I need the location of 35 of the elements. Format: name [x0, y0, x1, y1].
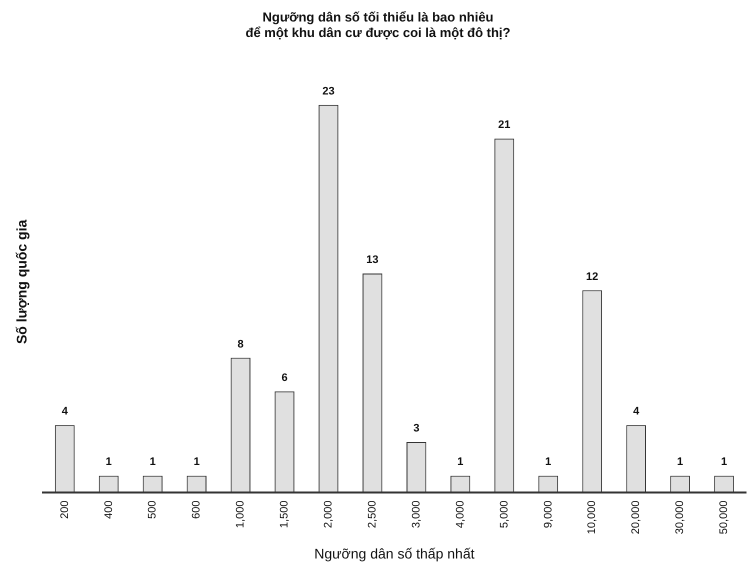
x-tick-label: 400: [102, 500, 115, 519]
data-label: 3: [413, 422, 420, 435]
x-tick-label: 4,000: [454, 500, 466, 528]
data-label: 1: [457, 456, 464, 468]
data-label: 1: [150, 456, 156, 468]
x-tick-label: 2,000: [322, 500, 335, 528]
y-axis-title: Số lượng quốc gia: [13, 220, 30, 344]
data-label: 1: [545, 456, 552, 468]
x-tick-label: 50,000: [718, 500, 730, 534]
x-tick-label: 1,500: [278, 500, 291, 528]
x-tick-label: 500: [146, 500, 159, 519]
x-tick-label: 1,000: [234, 500, 247, 528]
data-label: 1: [106, 456, 112, 468]
chart-title: Ngưỡng dân số tối thiểu là bao nhiêu để một khu dân cư được coi là một đô thị?: [246, 9, 511, 40]
data-label: 4: [633, 406, 640, 418]
x-tick-label: 200: [58, 500, 71, 519]
data-label: 1: [720, 456, 728, 468]
data-label: 8: [238, 338, 244, 350]
x-tick-label: 5,000: [498, 500, 510, 528]
x-tick-label: 30,000: [674, 500, 686, 534]
x-tick-label: 20,000: [630, 500, 642, 534]
data-label: 23: [322, 85, 335, 98]
x-tick-label: 2,500: [366, 500, 378, 528]
x-tick-label: 10,000: [586, 500, 598, 534]
data-label: 1: [677, 456, 684, 468]
data-label: 12: [586, 270, 598, 283]
data-label: 21: [498, 119, 510, 132]
x-tick-label: 9,000: [542, 500, 554, 528]
x-tick-label: 600: [190, 500, 203, 519]
data-label: 13: [366, 254, 379, 266]
data-label: 6: [281, 372, 288, 384]
data-label: 4: [62, 406, 69, 418]
data-label: 1: [194, 456, 200, 468]
x-axis-title: Ngưỡng dân số thấp nhất: [314, 545, 475, 562]
x-tick-label: 3,000: [410, 500, 422, 528]
